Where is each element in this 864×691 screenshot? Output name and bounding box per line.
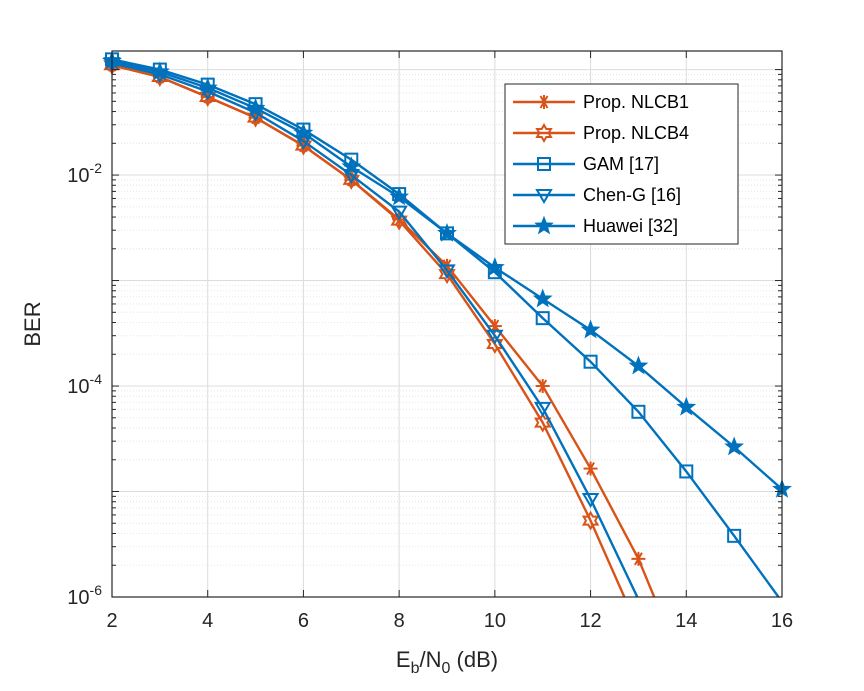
data-point	[580, 319, 601, 339]
data-point	[486, 329, 504, 345]
data-point	[246, 107, 265, 128]
y-tick-exponent: -6	[90, 582, 103, 598]
data-point	[581, 492, 600, 508]
data-point	[727, 528, 742, 543]
data-point	[535, 379, 550, 394]
data-point	[294, 135, 313, 156]
legend-label: Chen-G [16]	[583, 185, 681, 205]
legend-item: GAM [17]	[513, 154, 659, 174]
legend-marker	[535, 122, 553, 144]
x-tick-label: 8	[394, 610, 405, 632]
data-point	[342, 169, 360, 190]
x-tick-label: 10	[484, 610, 506, 632]
legend: Prop. NLCB1 Prop. NLCB4 GAM [17] Chen-G [16…	[504, 83, 739, 245]
y-tick-exponent: -4	[90, 371, 103, 387]
ticks	[111, 51, 783, 598]
x-label-sub-b: b	[411, 660, 420, 677]
data-point	[583, 354, 598, 369]
y-tick-base: 10	[67, 587, 89, 609]
y-tick-label: 10-4	[67, 371, 102, 398]
data-point	[679, 464, 694, 479]
data-point	[532, 288, 553, 308]
data-point	[389, 186, 410, 206]
y-tick-exponent: -2	[90, 160, 103, 176]
series-layer	[102, 50, 792, 597]
legend-label: GAM [17]	[583, 154, 659, 174]
data-point	[486, 334, 504, 355]
legend-item: Chen-G [16]	[513, 185, 681, 205]
data-point	[631, 551, 646, 566]
legend-marker	[537, 157, 551, 171]
data-point	[583, 461, 598, 476]
y-tick-label: 10-2	[67, 160, 102, 187]
x-label-rest: (dB)	[450, 647, 498, 672]
x-tick-label: 2	[106, 610, 117, 632]
data-point	[293, 122, 314, 142]
data-point	[676, 396, 697, 416]
series-line	[112, 64, 626, 597]
data-point	[631, 404, 646, 419]
data-point	[390, 210, 408, 231]
data-point	[245, 97, 266, 117]
legend-marker	[535, 189, 553, 204]
series-4	[102, 50, 792, 498]
x-label-slash-n: /N	[420, 647, 442, 672]
data-point	[438, 264, 456, 280]
data-point	[628, 355, 649, 375]
data-point	[484, 257, 505, 276]
y-tick-base: 10	[67, 376, 89, 398]
legend-label: Prop. NLCB1	[583, 92, 689, 112]
x-label-sub-0: 0	[442, 660, 451, 677]
data-point	[581, 510, 600, 531]
data-point	[197, 77, 218, 97]
y-axis-label: BER	[20, 301, 45, 346]
x-tick-label: 14	[675, 610, 697, 632]
x-tick-label: 4	[202, 610, 213, 632]
x-tick-label: 6	[298, 610, 309, 632]
y-tick-base: 10	[67, 165, 89, 187]
legend-label: Huawei [32]	[583, 216, 678, 236]
x-axis-label: Eb/N0 (dB)	[396, 647, 498, 677]
plot-frame	[111, 50, 783, 598]
legend-marker	[534, 215, 554, 235]
data-point	[438, 264, 456, 285]
data-point	[149, 61, 170, 81]
x-tick-label: 12	[579, 610, 601, 632]
legend-item: Huawei [32]	[513, 215, 678, 236]
y-tick-label: 10-6	[67, 582, 102, 609]
x-label-e: E	[396, 647, 411, 672]
legend-item: Prop. NLCB4	[513, 122, 689, 144]
data-point	[724, 436, 745, 456]
x-tick-label: 16	[771, 610, 793, 632]
data-point	[437, 222, 457, 242]
data-point	[535, 311, 550, 326]
legend-item: Prop. NLCB1	[513, 92, 689, 112]
data-point	[341, 156, 362, 176]
data-point	[390, 205, 408, 221]
legend-marker	[537, 95, 551, 109]
legend-label: Prop. NLCB4	[583, 123, 689, 143]
data-point	[533, 401, 552, 417]
data-point	[199, 86, 217, 107]
